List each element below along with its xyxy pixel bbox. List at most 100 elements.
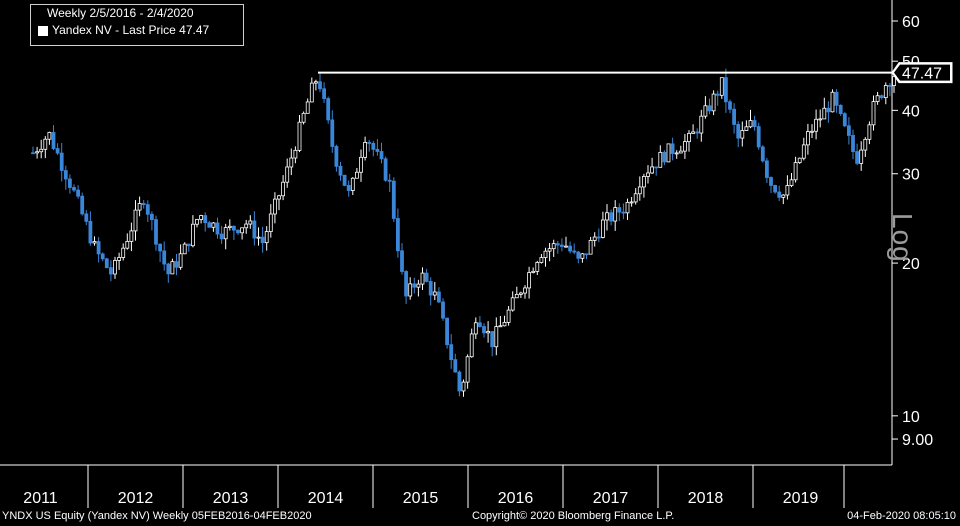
- candle-body: [244, 223, 249, 229]
- candle-body: [572, 250, 577, 253]
- candle-body: [43, 138, 48, 150]
- candle-body: [625, 201, 630, 214]
- candle-body: [47, 132, 52, 140]
- candle-body: [494, 326, 499, 348]
- candle-body: [666, 143, 671, 163]
- candle-body: [104, 258, 109, 269]
- candle-body: [309, 82, 314, 103]
- candle-body: [174, 261, 179, 268]
- candle-body: [555, 243, 560, 246]
- candle-body: [158, 243, 163, 252]
- candle-body: [121, 247, 126, 258]
- candle-body: [100, 253, 105, 260]
- candle-body: [178, 253, 183, 268]
- x-tick-label: 2018: [688, 490, 724, 507]
- x-tick-label: 2013: [213, 490, 249, 507]
- candle-body: [654, 166, 659, 169]
- candle-body: [502, 322, 507, 327]
- candle-body: [826, 107, 831, 113]
- candle-body: [482, 326, 486, 334]
- candle-body: [125, 241, 130, 249]
- y-tick-label: 60: [902, 14, 920, 31]
- y-tick-label: 30: [902, 167, 920, 184]
- candle-body: [592, 236, 597, 241]
- candle-body: [256, 236, 261, 239]
- candle-body: [724, 77, 728, 103]
- candle-body: [268, 213, 273, 232]
- candle-body: [375, 148, 380, 152]
- candle-body: [847, 125, 851, 136]
- candle-body: [769, 177, 773, 186]
- candle-body: [535, 262, 540, 272]
- candle-body: [527, 272, 531, 289]
- candle-body: [838, 104, 843, 115]
- candle-body: [223, 227, 228, 240]
- candle-body: [301, 112, 306, 123]
- x-tick-label: 2019: [783, 490, 819, 507]
- candle-body: [350, 177, 355, 191]
- candle-body: [424, 272, 429, 282]
- candle-body: [109, 267, 113, 275]
- candle-body: [551, 243, 556, 250]
- footer: YNDX US Equity (Yandex NV) Weekly 05FEB2…: [0, 510, 960, 526]
- candle-body: [461, 381, 466, 392]
- candle-body: [92, 241, 97, 244]
- candle-body: [436, 291, 441, 303]
- candle-body: [752, 120, 757, 127]
- legend: Weekly 2/5/2016 - 2/4/2020 Yandex NV - L…: [30, 4, 244, 46]
- candle-body: [748, 120, 753, 128]
- candle-body: [211, 222, 216, 228]
- candle-body: [633, 193, 638, 203]
- candle-body: [219, 233, 224, 240]
- candle-body: [166, 263, 171, 275]
- candle-body: [650, 166, 654, 174]
- candle-body: [260, 236, 265, 244]
- candle-body: [76, 189, 80, 197]
- candle-body: [248, 220, 253, 225]
- footer-copyright: Copyright© 2020 Bloomberg Finance L.P.: [472, 510, 675, 522]
- candle-body: [35, 151, 39, 154]
- candle-body: [601, 219, 605, 238]
- log-scale-label: Log: [887, 213, 918, 263]
- candle-body: [199, 215, 204, 220]
- candle-body: [420, 272, 425, 285]
- candle-body: [297, 121, 302, 151]
- candle-body: [728, 101, 732, 110]
- candle-body: [879, 95, 884, 99]
- candle-body: [277, 195, 281, 200]
- candle-body: [400, 250, 404, 272]
- candle-body: [449, 344, 454, 361]
- candle-body: [789, 179, 794, 186]
- candle-body: [629, 201, 634, 204]
- candle-body: [363, 142, 368, 158]
- candle-body: [695, 131, 700, 134]
- candle-body: [354, 171, 359, 179]
- candle-body: [699, 115, 704, 134]
- candle-body: [457, 371, 462, 392]
- candle-body: [445, 317, 450, 346]
- candle-body: [305, 101, 310, 114]
- candle-body: [207, 222, 212, 228]
- candle-body: [96, 241, 101, 255]
- candle-body: [334, 146, 339, 167]
- candle-body: [715, 93, 720, 96]
- legend-title: Weekly 2/5/2016 - 2/4/2020: [47, 6, 194, 20]
- candle-body: [129, 230, 134, 242]
- footer-timestamp: 04-Feb-2020 08:05:10: [847, 510, 956, 522]
- candle-body: [486, 331, 491, 334]
- candle-body: [240, 227, 245, 234]
- y-tick-label: 9.00: [902, 432, 933, 449]
- candle-body: [162, 250, 167, 265]
- candle-body: [227, 225, 232, 228]
- candle-body: [547, 248, 552, 252]
- candle-body: [359, 156, 363, 173]
- candle-body: [272, 198, 277, 215]
- candle-body: [732, 108, 736, 125]
- candle-body: [252, 220, 257, 239]
- candle-body: [539, 257, 544, 263]
- candle-body: [149, 213, 154, 220]
- candle-body: [637, 186, 642, 195]
- candle-body: [621, 211, 626, 214]
- candle-body: [133, 209, 138, 232]
- candle-body: [367, 142, 372, 144]
